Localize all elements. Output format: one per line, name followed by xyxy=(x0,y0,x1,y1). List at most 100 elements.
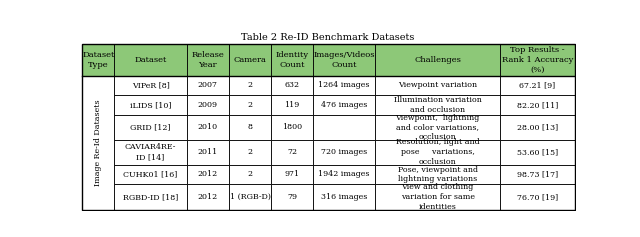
Bar xyxy=(271,44,313,76)
Bar xyxy=(375,44,500,76)
Text: 316 images: 316 images xyxy=(321,193,367,201)
Bar xyxy=(115,76,187,95)
Bar xyxy=(187,115,229,140)
Bar xyxy=(187,95,229,115)
Bar xyxy=(115,165,187,184)
Bar xyxy=(313,184,375,210)
Bar xyxy=(500,184,575,210)
Bar xyxy=(187,76,229,95)
Bar xyxy=(187,44,229,76)
Bar xyxy=(187,140,229,165)
Bar xyxy=(229,140,271,165)
Text: Pose, viewpoint and
lightning variations: Pose, viewpoint and lightning variations xyxy=(397,166,477,183)
Bar xyxy=(115,44,187,76)
Text: Release
Year: Release Year xyxy=(191,51,224,69)
Bar xyxy=(115,95,187,115)
Text: Top Results -
Rank 1 Accuracy
(%): Top Results - Rank 1 Accuracy (%) xyxy=(502,46,573,74)
Text: Dataset
Type: Dataset Type xyxy=(82,51,115,69)
Bar xyxy=(83,44,115,76)
Text: 2012: 2012 xyxy=(198,193,218,201)
Bar xyxy=(229,76,271,95)
Bar xyxy=(500,165,575,184)
Text: RGBD-ID [18]: RGBD-ID [18] xyxy=(123,193,178,201)
Bar xyxy=(271,95,313,115)
Text: 1942 images: 1942 images xyxy=(318,170,370,178)
Bar xyxy=(375,184,500,210)
Bar xyxy=(115,140,187,165)
Text: 2009: 2009 xyxy=(198,101,218,109)
Text: Images/Videos
Count: Images/Videos Count xyxy=(314,51,375,69)
Text: 476 images: 476 images xyxy=(321,101,367,109)
Text: 2: 2 xyxy=(248,170,253,178)
Text: Challenges: Challenges xyxy=(414,56,461,64)
Bar xyxy=(271,140,313,165)
Text: Illumination variation
and occlusion: Illumination variation and occlusion xyxy=(394,96,481,114)
Text: 79: 79 xyxy=(287,193,297,201)
Bar xyxy=(229,95,271,115)
Bar xyxy=(500,95,575,115)
Text: 72: 72 xyxy=(287,148,297,156)
Text: Viewpoint variation: Viewpoint variation xyxy=(398,81,477,89)
Text: 8: 8 xyxy=(248,123,253,131)
Bar xyxy=(375,115,500,140)
Bar xyxy=(313,115,375,140)
Bar xyxy=(313,95,375,115)
Text: CUHK01 [16]: CUHK01 [16] xyxy=(124,170,178,178)
Text: 2: 2 xyxy=(248,81,253,89)
Text: Image Re-Id Datasets: Image Re-Id Datasets xyxy=(94,100,102,186)
Bar xyxy=(500,44,575,76)
Bar xyxy=(271,165,313,184)
Text: Identity
Count: Identity Count xyxy=(275,51,308,69)
Bar xyxy=(500,140,575,165)
Bar xyxy=(313,140,375,165)
Bar xyxy=(115,184,187,210)
Text: 53.60 [15]: 53.60 [15] xyxy=(517,148,558,156)
Bar xyxy=(271,184,313,210)
Text: Table 2 Re-ID Benchmark Datasets: Table 2 Re-ID Benchmark Datasets xyxy=(241,33,415,42)
Bar xyxy=(313,165,375,184)
Bar xyxy=(115,115,187,140)
Bar xyxy=(500,76,575,95)
Text: 2010: 2010 xyxy=(198,123,218,131)
Text: 76.70 [19]: 76.70 [19] xyxy=(517,193,558,201)
Text: 1264 images: 1264 images xyxy=(318,81,370,89)
Text: 2: 2 xyxy=(248,101,253,109)
Text: 28.00 [13]: 28.00 [13] xyxy=(517,123,558,131)
Bar xyxy=(83,76,115,210)
Bar xyxy=(229,165,271,184)
Text: Camera: Camera xyxy=(234,56,266,64)
Text: Dataset: Dataset xyxy=(134,56,166,64)
Text: iLIDS [10]: iLIDS [10] xyxy=(130,101,171,109)
Text: Viewpoint,  lightning
and color variations,
occlusion: Viewpoint, lightning and color variation… xyxy=(396,114,479,141)
Bar xyxy=(271,76,313,95)
Bar xyxy=(375,165,500,184)
Bar xyxy=(375,140,500,165)
Bar xyxy=(271,115,313,140)
Text: 2: 2 xyxy=(248,148,253,156)
Bar xyxy=(187,165,229,184)
Bar xyxy=(229,115,271,140)
Text: 2012: 2012 xyxy=(198,170,218,178)
Bar xyxy=(229,184,271,210)
Text: CAVIAR4RE-
ID [14]: CAVIAR4RE- ID [14] xyxy=(125,143,176,161)
Bar xyxy=(500,115,575,140)
Bar xyxy=(229,44,271,76)
Text: 1800: 1800 xyxy=(282,123,302,131)
Text: 1 (RGB-D): 1 (RGB-D) xyxy=(230,193,271,201)
Text: 2011: 2011 xyxy=(198,148,218,156)
Text: 98.73 [17]: 98.73 [17] xyxy=(517,170,558,178)
Text: 67.21 [9]: 67.21 [9] xyxy=(519,81,556,89)
Bar xyxy=(313,76,375,95)
Text: 632: 632 xyxy=(285,81,300,89)
Text: View and clothing
variation for same
identities: View and clothing variation for same ide… xyxy=(401,183,474,211)
Text: Resolution, light and
pose     variations,
occlusion: Resolution, light and pose variations, o… xyxy=(396,138,479,166)
Text: VIPeR [8]: VIPeR [8] xyxy=(132,81,170,89)
Text: 971: 971 xyxy=(284,170,300,178)
Text: 2007: 2007 xyxy=(198,81,218,89)
Bar xyxy=(187,184,229,210)
Text: 119: 119 xyxy=(284,101,300,109)
Bar xyxy=(375,76,500,95)
Text: 82.20 [11]: 82.20 [11] xyxy=(516,101,558,109)
Text: 720 images: 720 images xyxy=(321,148,367,156)
Bar xyxy=(313,44,375,76)
